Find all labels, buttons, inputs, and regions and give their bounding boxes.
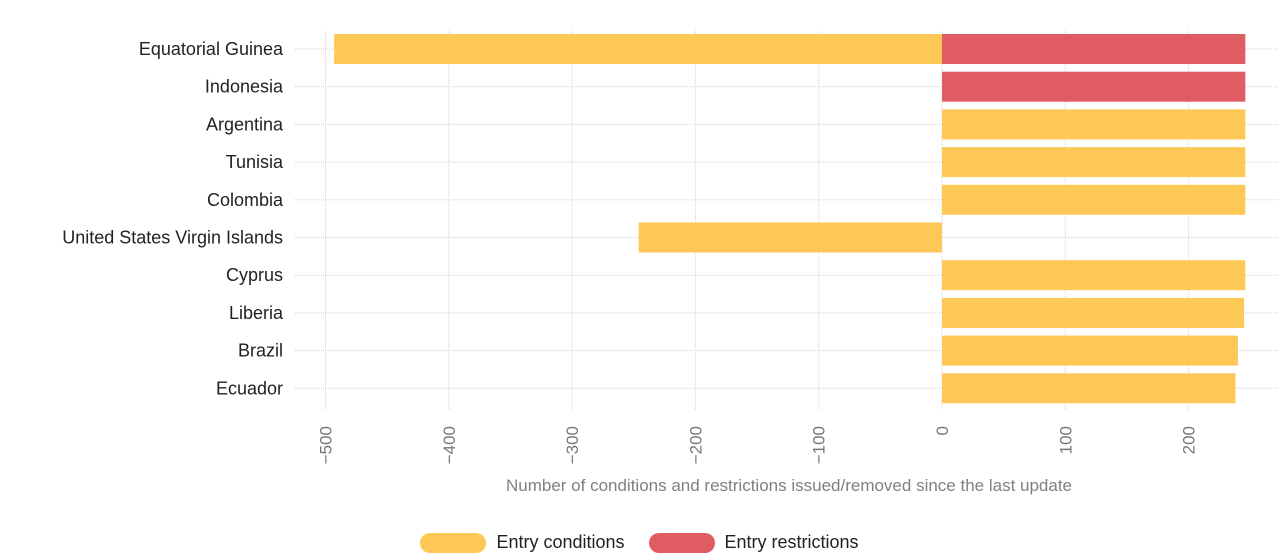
x-tick-label: 0 [933,426,952,435]
bar-chart: Equatorial Guinea Indonesia Argentina Tunis… [62,30,1279,495]
x-tick-label: −100 [810,426,829,464]
category-label: Argentina [206,114,284,134]
legend: Entry conditions Entry restrictions [0,532,1279,553]
category-label: United States Virgin Islands [62,228,283,248]
bar [942,373,1236,404]
category-label: Colombia [207,190,284,210]
x-axis-ticks: −500 −400 −300 −200 −100 0 100 200 [317,426,1199,464]
legend-item: Entry conditions [420,532,625,553]
category-labels: Equatorial Guinea Indonesia Argentina Tunis… [62,39,284,398]
bar [334,34,943,64]
bar [942,297,1245,328]
x-tick-label: −200 [686,426,705,464]
legend-label: Entry conditions [496,532,625,552]
bar [638,222,942,253]
category-label: Tunisia [226,152,284,172]
x-tick-label: −400 [440,426,459,464]
bar [942,260,1246,291]
category-label: Brazil [238,341,283,361]
category-label: Equatorial Guinea [139,39,284,59]
legend-label: Entry restrictions [724,532,859,552]
legend-item: Entry restrictions [648,532,859,553]
legend-swatch [648,532,715,553]
category-label: Ecuador [216,378,283,398]
bar [942,109,1246,140]
x-tick-label: −500 [317,426,336,464]
bar [942,184,1246,215]
category-label: Indonesia [205,77,284,97]
bars [334,34,1246,404]
bar [942,71,1246,102]
x-tick-label: −300 [563,426,582,464]
bar [942,147,1246,178]
bar [942,34,1246,64]
category-label: Liberia [229,303,284,323]
category-label: Cyprus [226,265,283,285]
legend-swatch [420,532,487,553]
x-axis-label: Number of conditions and restrictions is… [506,476,1072,495]
x-tick-label: 100 [1056,426,1075,454]
x-tick-label: 200 [1180,426,1199,454]
bar [942,335,1238,366]
